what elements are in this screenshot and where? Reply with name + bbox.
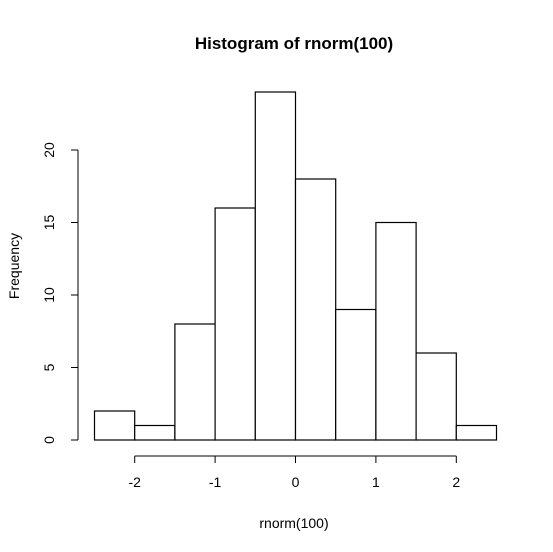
histogram-bar xyxy=(93,410,136,441)
histogram-bar xyxy=(335,308,377,441)
x-tick-label: 2 xyxy=(452,474,460,490)
x-tick-label: -1 xyxy=(209,474,222,490)
y-tick-label: 0 xyxy=(41,436,57,444)
histogram-bar xyxy=(214,207,256,441)
x-axis-label: rnorm(100) xyxy=(259,515,328,531)
y-axis: 0 5 10 15 20 xyxy=(41,142,79,444)
histogram-bar xyxy=(415,352,457,441)
histogram-bar xyxy=(455,424,498,441)
y-tick-label: 20 xyxy=(41,142,57,158)
x-tick-label: 0 xyxy=(292,474,300,490)
chart-title: Histogram of rnorm(100) xyxy=(195,34,393,53)
y-tick-label: 5 xyxy=(41,363,57,371)
y-tick-label: 15 xyxy=(41,215,57,231)
x-axis: -2 -1 0 1 2 xyxy=(128,455,460,490)
histogram-bar xyxy=(174,323,216,441)
bars-group xyxy=(93,91,498,441)
y-tick-label: 10 xyxy=(41,287,57,303)
histogram-bar xyxy=(254,91,297,441)
histogram-bar xyxy=(375,221,417,441)
x-tick-label: -2 xyxy=(128,474,141,490)
histogram-bar xyxy=(134,424,176,441)
y-axis-label: Frequency xyxy=(6,233,22,299)
histogram-bar xyxy=(294,178,337,441)
x-tick-label: 1 xyxy=(372,474,380,490)
